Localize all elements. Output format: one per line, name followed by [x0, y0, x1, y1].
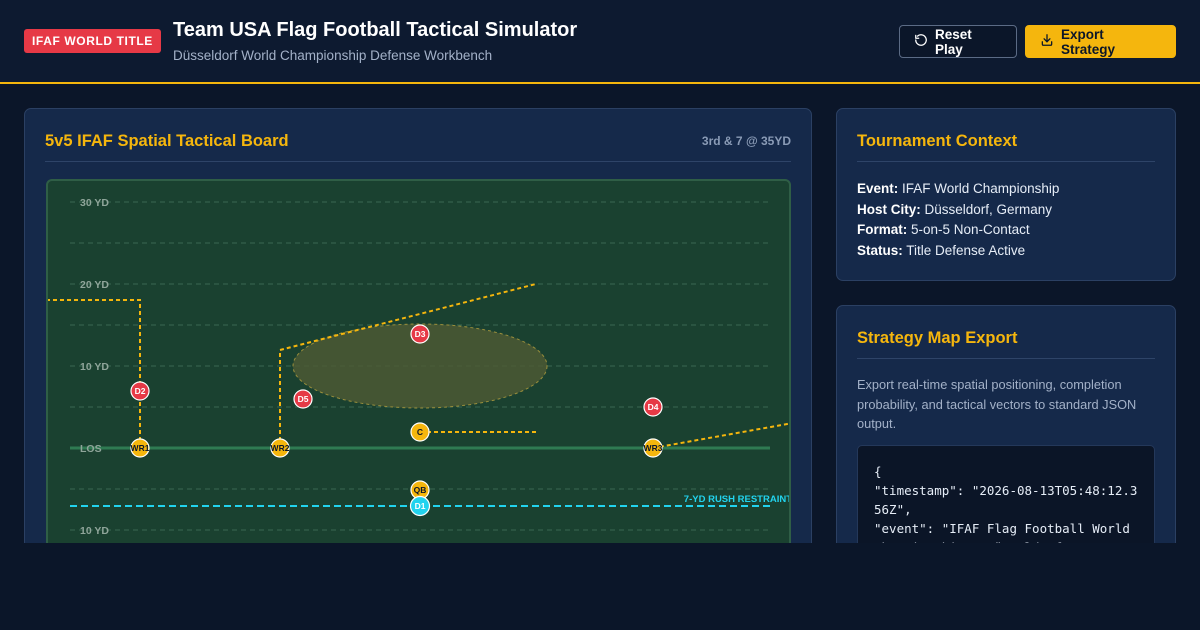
svg-text:C: C — [417, 427, 423, 437]
export-description: Export real-time spatial positioning, co… — [857, 377, 1137, 431]
app-title: Team USA Flag Football Tactical Simulato… — [173, 19, 578, 41]
yard-label-20: 20 YD — [80, 279, 109, 291]
yard-label-10: 10 YD — [80, 361, 109, 373]
yard-label-back-10: 10 YD — [80, 525, 109, 537]
field-svg: 30 YD 20 YD 10 YD LOS 10 YD 7-YD RUSH RE… — [48, 197, 791, 537]
down-distance-label: 3rd & 7 @ 35YD — [701, 134, 791, 148]
offense-marker[interactable]: WR2 — [270, 438, 290, 458]
reset-play-label: Reset Play — [935, 26, 972, 57]
route-wr1[interactable] — [48, 299, 141, 448]
app-subtitle: Düsseldorf World Championship Defense Wo… — [173, 48, 493, 63]
rusher-marker[interactable]: D1 — [409, 495, 431, 517]
page-background — [0, 543, 1200, 630]
svg-text:D3: D3 — [415, 329, 426, 339]
context-title: Tournament Context — [857, 132, 1018, 150]
svg-text:WR1: WR1 — [131, 443, 150, 453]
rotate-ccw-icon — [914, 33, 928, 50]
download-icon — [1040, 33, 1054, 50]
rush-restraint-label: 7-YD RUSH RESTRAINT — [684, 494, 791, 505]
offense-marker[interactable]: C — [410, 422, 430, 442]
defender-marker[interactable]: D4 — [643, 397, 663, 417]
export-strategy-label: Export Strategy — [1061, 26, 1116, 57]
defender-marker[interactable]: D3 — [410, 324, 430, 344]
svg-text:WR2: WR2 — [271, 443, 290, 453]
export-divider — [857, 358, 1155, 359]
tactical-board-card: 5v5 IFAF Spatial Tactical Board 3rd & 7 … — [24, 108, 812, 578]
export-strategy-button[interactable]: Export Strategy — [1025, 25, 1176, 58]
defender-marker[interactable]: D5 — [293, 389, 313, 409]
defender-marker[interactable]: D2 — [130, 381, 150, 401]
yard-label-los: LOS — [80, 443, 102, 455]
offense-marker[interactable]: WR1 — [130, 438, 150, 458]
export-title: Strategy Map Export — [857, 329, 1018, 347]
reset-play-button[interactable]: Reset Play — [899, 25, 1017, 58]
context-row-status: Status: Title Defense Active — [857, 243, 1026, 259]
context-row-format: Format: 5-on-5 Non-Contact — [857, 222, 1030, 238]
app-header: IFAF WORLD TITLE Team USA Flag Football … — [0, 0, 1200, 84]
board-divider — [45, 161, 791, 162]
zone-coverage-area[interactable] — [292, 323, 548, 409]
context-list: Event: IFAF World Championship Host City… — [857, 179, 1059, 262]
context-row-host-city: Host City: Düsseldorf, Germany — [857, 201, 1053, 217]
world-title-badge: IFAF WORLD TITLE — [24, 29, 161, 53]
football-field[interactable]: 30 YD 20 YD 10 YD LOS 10 YD 7-YD RUSH RE… — [46, 179, 791, 569]
offense-marker[interactable]: WR3 — [643, 438, 663, 458]
route-wr3[interactable] — [652, 422, 791, 449]
svg-text:D2: D2 — [135, 386, 146, 396]
context-row-event: Event: IFAF World Championship — [857, 181, 1060, 196]
tournament-context-card: Tournament Context Event: IFAF World Cha… — [836, 108, 1176, 281]
svg-text:QB: QB — [414, 485, 427, 495]
context-divider — [857, 161, 1155, 162]
svg-text:D1: D1 — [415, 501, 426, 511]
svg-text:D4: D4 — [648, 402, 659, 412]
board-title: 5v5 IFAF Spatial Tactical Board — [45, 132, 289, 150]
yard-label-30: 30 YD — [80, 197, 109, 209]
route-wr2[interactable] — [279, 283, 537, 448]
svg-text:D5: D5 — [298, 394, 309, 404]
svg-text:WR3: WR3 — [644, 443, 663, 453]
